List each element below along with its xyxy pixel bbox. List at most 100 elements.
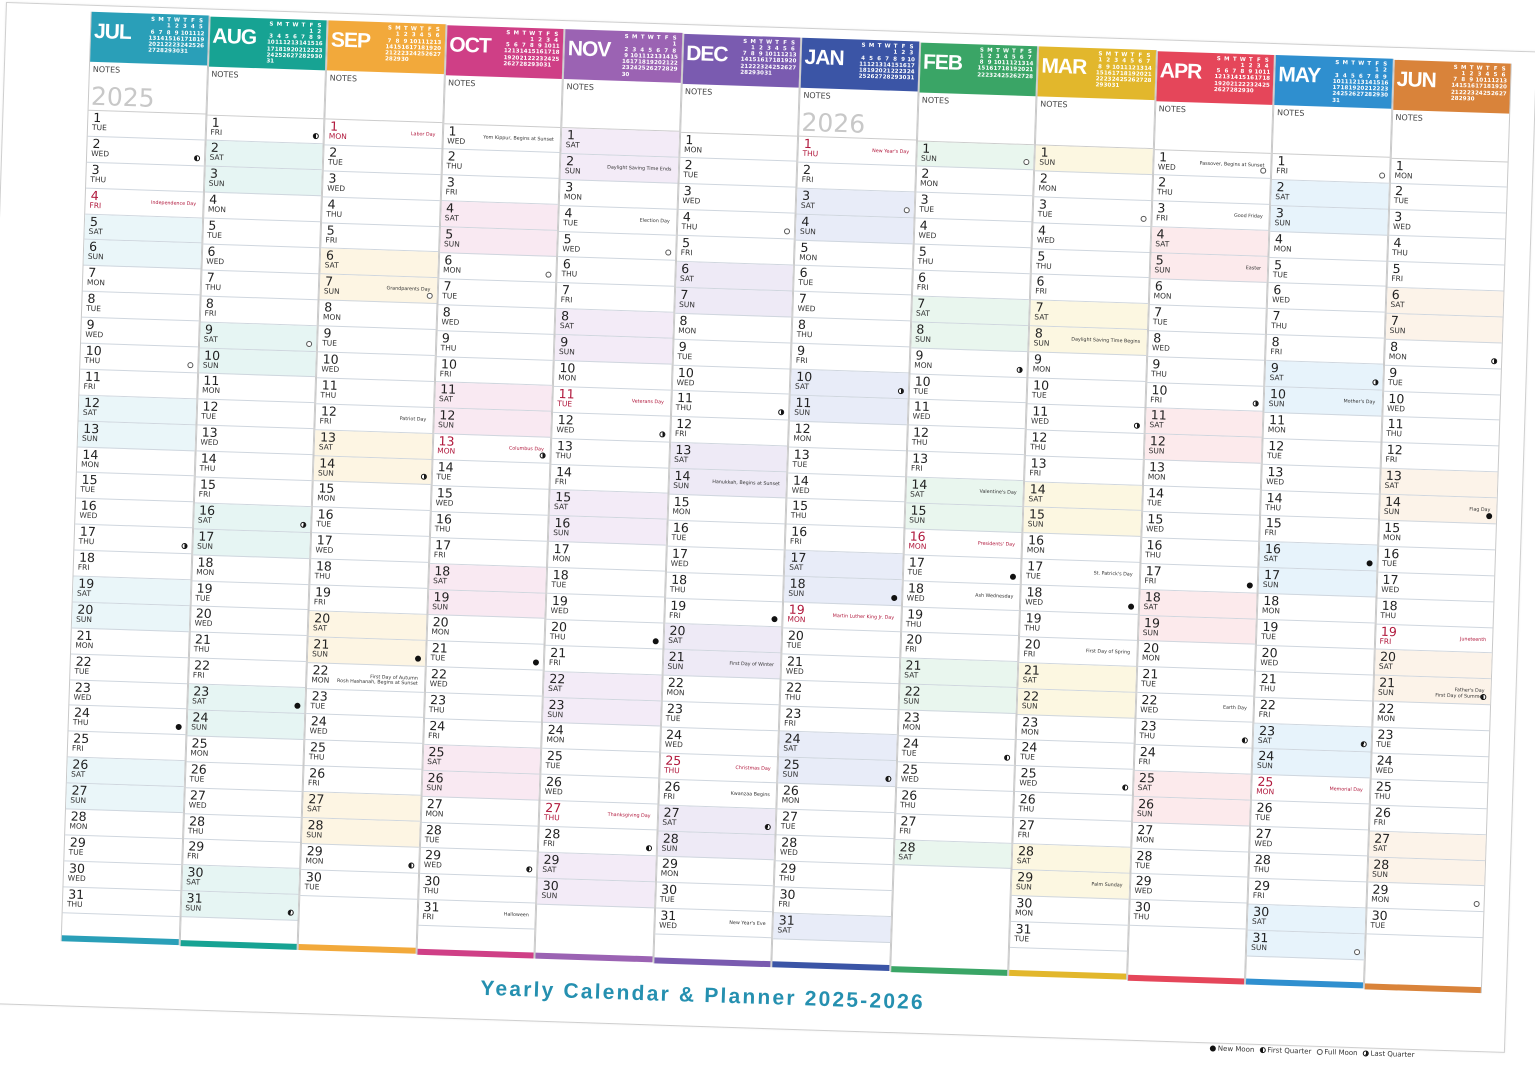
day-row[interactable]: 3 FRI Good Friday xyxy=(1151,201,1270,232)
day-row[interactable]: 8 MON xyxy=(673,313,792,344)
day-row[interactable]: 5 THU xyxy=(913,244,1031,275)
day-row[interactable]: 3 TUE xyxy=(914,192,1033,223)
day-row[interactable]: 1 WED Passover, Begins at Sunset xyxy=(1153,149,1271,180)
day-row[interactable]: 7 FRI xyxy=(556,282,674,313)
day-row[interactable]: 8 WED xyxy=(437,304,555,335)
day-row[interactable]: 2 SUN Daylight Saving Time Ends xyxy=(560,153,678,184)
day-row[interactable]: 4 THU xyxy=(677,209,795,240)
day-row[interactable]: 30 THU xyxy=(1129,899,1247,930)
day-row[interactable]: 6 WED xyxy=(1267,283,1386,313)
day-row[interactable]: 4 MON xyxy=(1269,231,1387,262)
day-row[interactable]: 7 TUE xyxy=(437,278,556,309)
day-row[interactable]: 4 TUE Election Day xyxy=(558,205,677,236)
day-row[interactable]: 8 SUN Daylight Saving Time Begins xyxy=(1029,326,1147,357)
day-row[interactable]: 3 FRI xyxy=(441,175,559,206)
day-row[interactable]: 1 SAT xyxy=(561,127,679,158)
day-row[interactable]: 6 FRI xyxy=(912,270,1030,301)
day-row[interactable]: 2 WED xyxy=(86,136,205,167)
day-row[interactable]: 5 SAT xyxy=(84,213,202,244)
day-row[interactable]: 31 FRI Halloween xyxy=(417,899,536,930)
day-row[interactable]: 5 MON xyxy=(794,239,913,270)
day-row[interactable]: 6 MON xyxy=(1149,278,1267,309)
day-row[interactable]: 5 SUN xyxy=(439,226,557,257)
day-row[interactable]: 31 SUN xyxy=(1246,929,1365,960)
day-row[interactable]: 2 MON xyxy=(1034,170,1152,201)
day-row[interactable]: 1 THU New Year's Day xyxy=(798,136,916,167)
day-row[interactable]: 5 FRI xyxy=(1386,261,1505,292)
day-row[interactable]: 1 MON xyxy=(679,132,798,162)
day-row[interactable]: 8 SAT xyxy=(555,308,673,339)
day-row[interactable]: 4 THU xyxy=(1387,235,1506,266)
day-row[interactable]: 2 TUE xyxy=(323,144,441,175)
day-row[interactable]: 6 SAT xyxy=(1386,287,1504,318)
day-row[interactable]: 2 FRI xyxy=(797,162,915,193)
day-row[interactable]: 3 SAT xyxy=(796,188,914,219)
day-row[interactable]: 7 THU xyxy=(1266,308,1385,339)
day-row[interactable]: 4 MON xyxy=(203,192,321,223)
day-row[interactable]: 31 TUE xyxy=(1009,921,1128,952)
day-row[interactable]: 6 SAT xyxy=(320,248,438,279)
notes-area[interactable]: NOTES xyxy=(206,66,325,119)
day-row[interactable]: 28 SAT xyxy=(894,839,1012,870)
notes-area[interactable]: NOTES 2025 xyxy=(88,61,207,115)
day-row[interactable]: 1 MON Labor Day xyxy=(324,119,442,150)
day-row[interactable]: 5 TUE xyxy=(202,218,321,249)
day-row[interactable]: 31 WED New Year's Eve xyxy=(654,908,773,939)
notes-area[interactable]: NOTES xyxy=(917,92,1036,145)
day-row[interactable]: 3 WED xyxy=(1388,209,1506,240)
notes-area[interactable]: NOTES xyxy=(562,79,681,132)
day-row[interactable]: 2 TUE xyxy=(678,157,797,188)
day-row[interactable]: 8 MON xyxy=(318,300,436,331)
day-row[interactable]: 4 THU xyxy=(322,196,440,227)
notes-area[interactable]: NOTES 2026 xyxy=(799,87,918,141)
day-row[interactable]: 3 WED xyxy=(678,183,796,214)
notes-area[interactable]: NOTES xyxy=(1272,104,1391,158)
day-row[interactable]: 5 THU xyxy=(1031,248,1150,279)
day-row[interactable]: 4 FRI Independence Day xyxy=(85,188,203,218)
day-row[interactable]: 3 SUN xyxy=(204,166,322,197)
day-row[interactable]: 3 WED xyxy=(322,170,441,201)
day-row[interactable]: 6 FRI xyxy=(1030,274,1149,305)
day-row[interactable]: 6 TUE xyxy=(794,265,912,296)
day-row[interactable]: 31 SUN xyxy=(181,891,299,921)
day-row[interactable]: 31 SAT xyxy=(773,912,891,943)
day-row[interactable]: 1 SUN xyxy=(1035,144,1153,175)
day-row[interactable]: 2 SAT xyxy=(205,140,323,171)
day-row[interactable]: 4 SAT xyxy=(1150,226,1269,257)
day-row[interactable]: 30 TUE xyxy=(300,869,418,900)
day-row[interactable]: 2 THU xyxy=(442,149,560,180)
notes-area[interactable]: NOTES xyxy=(325,70,444,124)
day-row[interactable]: 2 TUE xyxy=(1389,183,1507,214)
day-row[interactable]: 3 THU xyxy=(86,162,204,193)
day-row[interactable]: 2 THU xyxy=(1152,175,1270,206)
day-row[interactable]: 3 MON xyxy=(559,179,677,210)
day-row[interactable]: 1 WED Yom Kippur, Begins at Sunset xyxy=(442,123,561,154)
day-row[interactable]: 1 MON xyxy=(1390,157,1508,188)
day-row[interactable]: 5 SUN Easter xyxy=(1150,252,1268,283)
day-row[interactable]: 8 TUE xyxy=(81,291,200,322)
notes-area[interactable]: NOTES xyxy=(680,83,799,137)
day-row[interactable]: 5 WED xyxy=(558,231,676,262)
notes-area[interactable]: NOTES xyxy=(1391,109,1510,163)
day-row[interactable]: 4 WED xyxy=(914,218,1032,249)
day-row[interactable]: 4 SAT xyxy=(440,200,558,231)
day-row[interactable]: 7 THU xyxy=(201,269,319,300)
day-row[interactable]: 8 SUN xyxy=(910,321,1029,352)
day-row[interactable]: 6 SAT xyxy=(675,261,793,292)
day-row[interactable]: 6 SUN xyxy=(83,239,201,270)
notes-area[interactable]: NOTES xyxy=(1154,100,1273,154)
day-row[interactable]: 2 MON xyxy=(915,166,1034,197)
day-row[interactable]: 7 WED xyxy=(793,291,911,322)
day-row[interactable]: 7 SUN Grandparents Day xyxy=(319,274,437,305)
day-row[interactable]: 6 WED xyxy=(201,244,320,275)
day-row[interactable]: 6 MON xyxy=(438,252,557,283)
day-row[interactable]: 7 MON xyxy=(82,265,200,296)
day-row[interactable]: 8 MON xyxy=(1384,339,1502,370)
notes-area[interactable]: NOTES xyxy=(1035,96,1154,150)
day-row[interactable]: 4 WED xyxy=(1032,222,1150,253)
day-row[interactable]: 5 TUE xyxy=(1268,257,1386,288)
day-row[interactable]: 1 SUN xyxy=(916,140,1034,171)
day-row[interactable]: 6 THU xyxy=(557,257,675,288)
day-row[interactable]: 2 SAT xyxy=(1271,179,1389,210)
day-row[interactable]: 8 THU xyxy=(792,317,910,348)
